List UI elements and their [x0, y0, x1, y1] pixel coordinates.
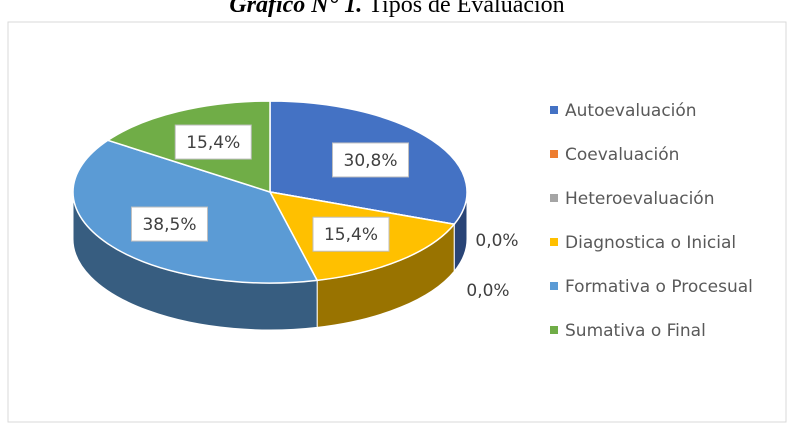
legend-swatch: [550, 106, 558, 114]
legend-label: Diagnostica o Inicial: [565, 233, 736, 253]
data-label-box: [130, 206, 208, 242]
data-label: 38,5%: [142, 215, 196, 235]
data-label-box: [312, 216, 390, 252]
legend-swatch: [550, 238, 558, 246]
data-label: 15,4%: [186, 133, 240, 153]
data-label: 0,0%: [466, 281, 509, 301]
title-label: Gráfico N° 1.: [229, 0, 362, 18]
legend-swatch: [550, 194, 558, 202]
data-label-box: [174, 124, 252, 160]
legend-label: Heteroevaluación: [565, 189, 714, 209]
legend-label: Coevaluación: [565, 145, 679, 165]
data-label-box: [332, 142, 410, 178]
data-label: 30,8%: [344, 151, 398, 171]
legend-label: Formativa o Procesual: [565, 277, 753, 297]
legend-label: Autoevaluación: [565, 101, 697, 121]
title-text: Tipos de Evaluación: [368, 0, 564, 18]
legend-swatch: [550, 326, 558, 334]
legend-label: Sumativa o Final: [565, 321, 706, 341]
chart-title: Gráfico N° 1. Tipos de Evaluación: [229, 0, 564, 18]
legend-swatch: [550, 150, 558, 158]
data-label: 15,4%: [324, 225, 378, 245]
legend-swatch: [550, 282, 558, 290]
data-label: 0,0%: [475, 231, 518, 251]
